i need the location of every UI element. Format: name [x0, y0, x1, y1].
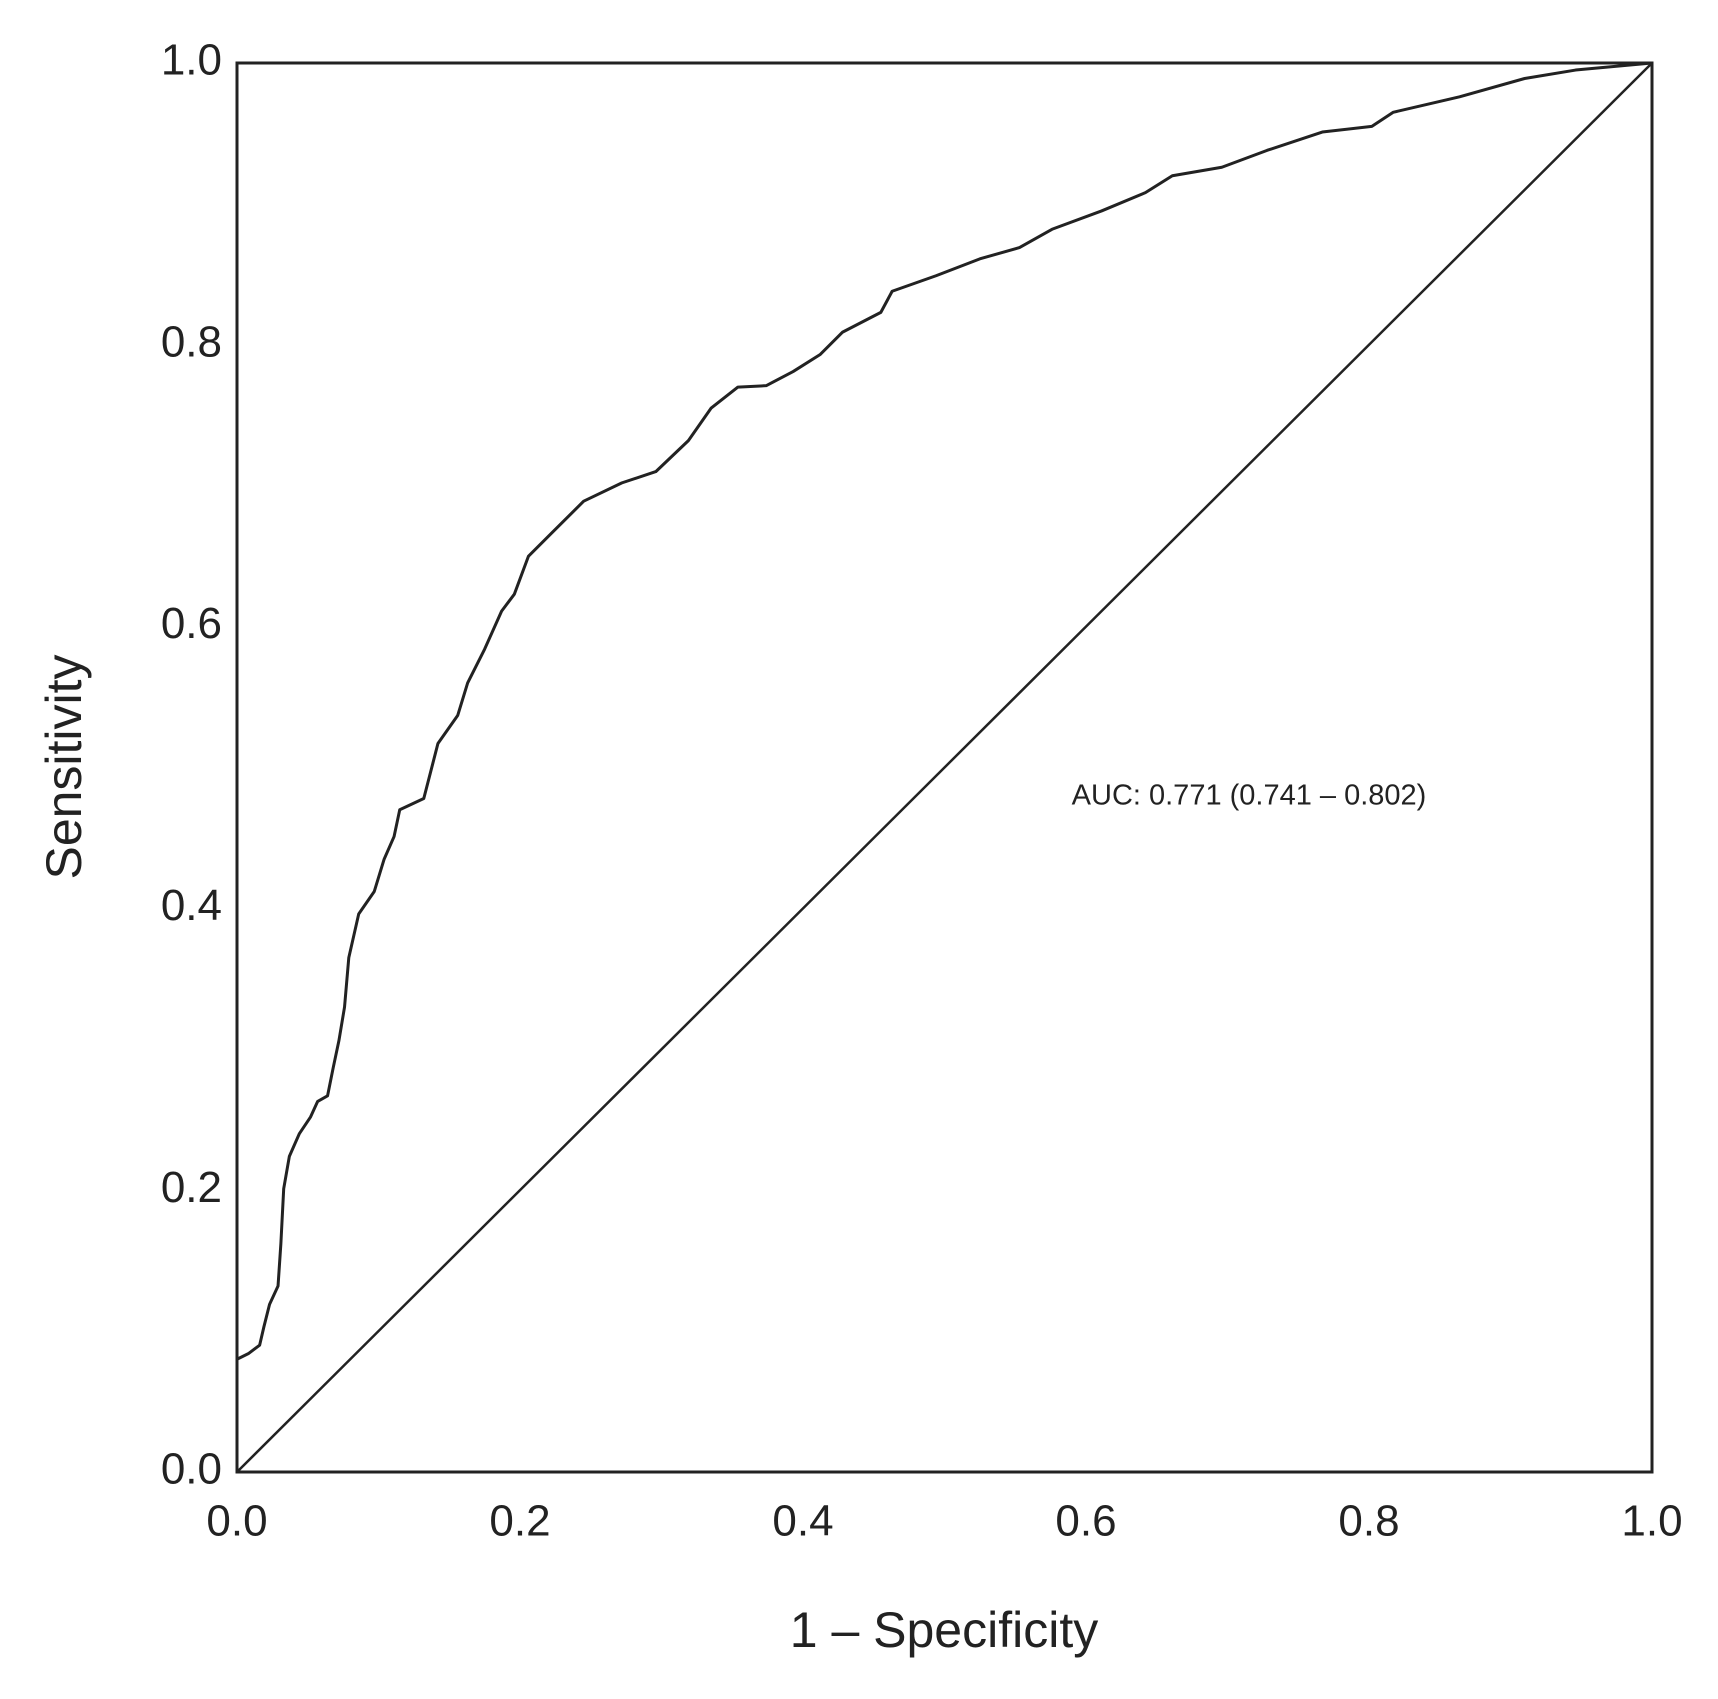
plot-frame	[235, 61, 1654, 1474]
y-tick-label: 0.6	[161, 599, 222, 648]
x-tick-label: 0.2	[489, 1497, 550, 1546]
y-tick-label: 0.4	[161, 881, 222, 930]
x-tick-label: 0.4	[772, 1497, 833, 1546]
reference-diagonal	[236, 62, 1653, 1473]
x-tick-label: 0.0	[206, 1497, 267, 1546]
y-tick-label: 0.0	[161, 1445, 222, 1494]
x-tick-label: 0.8	[1338, 1497, 1399, 1546]
y-tick-label: 0.2	[161, 1163, 222, 1212]
y-axis-label: Sensitivity	[36, 654, 92, 879]
auc-annotation: AUC: 0.771 (0.741 – 0.802)	[1072, 780, 1427, 812]
y-tick-label: 0.8	[161, 317, 222, 366]
x-tick-label: 1.0	[1621, 1497, 1682, 1546]
roc-curve	[235, 61, 1653, 1472]
y-tick-label: 1.0	[161, 36, 222, 85]
x-axis-label: 1 – Specificity	[790, 1602, 1098, 1658]
x-tick-label: 0.6	[1055, 1497, 1116, 1546]
